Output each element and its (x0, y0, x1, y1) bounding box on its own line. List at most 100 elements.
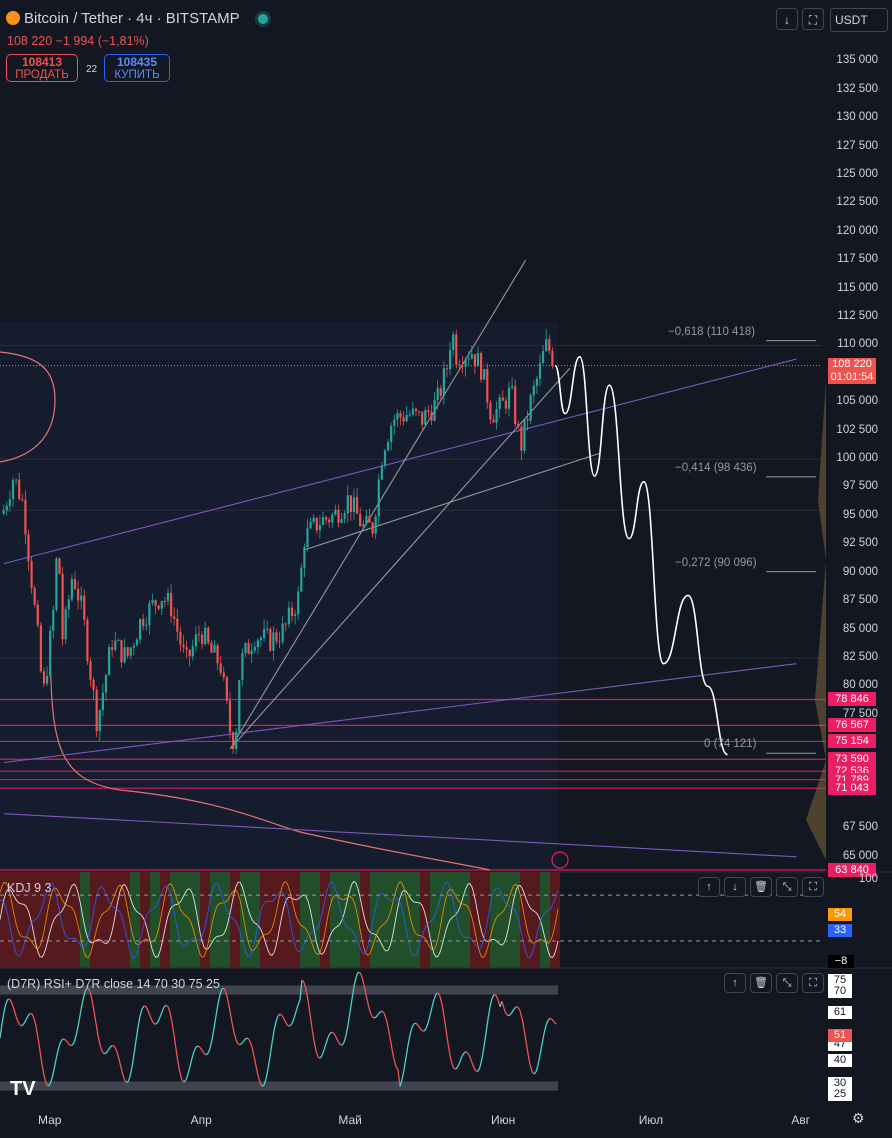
candle-body (120, 640, 123, 663)
rsi-line-segment (41, 1064, 45, 1076)
candle-body (411, 408, 414, 415)
rsi-line-segment (251, 1047, 255, 1057)
rsi-line-segment (255, 1065, 259, 1076)
candle-body (67, 599, 70, 610)
rsi-line-segment (193, 1046, 197, 1052)
rsi-line-segment (167, 1006, 171, 1013)
candle-body (18, 479, 21, 500)
rsi-line-segment (191, 1051, 195, 1059)
rsi-line-segment (385, 1018, 389, 1027)
candle-body (256, 640, 259, 648)
rsi-collapse-button[interactable]: ⤡ (776, 973, 798, 993)
candle-body (179, 631, 182, 645)
tradingview-logo-icon[interactable]: TV (10, 1078, 36, 1100)
rsi-line-segment (39, 1050, 43, 1065)
rsi-delete-button[interactable]: 🗑 (750, 973, 772, 993)
kdj-delete-button[interactable]: 🗑 (750, 877, 772, 897)
rsi-line-segment (133, 1040, 137, 1055)
candle-body (523, 418, 526, 451)
rsi-line-segment (545, 1019, 549, 1026)
candle-body (114, 640, 117, 650)
rsi-line-segment (99, 1044, 103, 1052)
candle-body (321, 517, 325, 526)
kdj-background-band (220, 872, 230, 968)
settings-icon[interactable]: ⚙ (852, 1110, 865, 1126)
candle-body (176, 618, 179, 632)
rsi-line-segment (261, 1084, 265, 1087)
rsi-maximize-button[interactable]: ⛶ (802, 973, 824, 993)
rsi-line-segment (397, 1069, 401, 1087)
kdj-line (0, 880, 559, 959)
sell-button[interactable]: 108413 ПРОДАТЬ (6, 54, 78, 82)
kdj-background-band (200, 872, 210, 968)
rsi-line-segment (375, 1014, 379, 1018)
rsi-line-segment (79, 1004, 83, 1016)
rsi-line-segment (371, 1015, 375, 1019)
candle-body (300, 567, 303, 592)
kdj-maximize-button[interactable]: ⛶ (802, 877, 824, 897)
rsi-line-segment (155, 1021, 159, 1025)
candle-body (101, 692, 104, 711)
rsi-line-segment (461, 1052, 465, 1057)
kdj-axis-label: −8 (828, 955, 854, 969)
rsi-line-segment (511, 1008, 515, 1013)
buy-button[interactable]: 108435 КУПИТЬ (104, 54, 170, 82)
rsi-line-segment (323, 1043, 327, 1051)
rsi-line-segment (473, 1067, 477, 1072)
kdj-move-up-button[interactable]: ↑ (698, 877, 720, 897)
price-axis-label: 92 500 (842, 537, 878, 550)
rsi-line-segment (353, 977, 357, 987)
rsi-line-segment (129, 1067, 133, 1077)
candle-body (334, 509, 337, 515)
kdj-value-tag: 33 (828, 924, 852, 938)
rsi-line-segment (187, 1066, 191, 1075)
kdj-background-band (320, 872, 330, 968)
fib-level-label: −0,272 (90 096) (675, 556, 757, 569)
kdj-background-band (160, 872, 170, 968)
rsi-line-segment (497, 999, 501, 1008)
rsi-line-segment (219, 988, 223, 995)
rsi-line-segment (477, 1066, 481, 1072)
price-change: 108 220 −1 994 (−1,81%) (7, 34, 149, 48)
candle-body (207, 627, 210, 643)
volume-profile-curve (0, 351, 56, 463)
candle-body (526, 418, 529, 421)
price-axis-label: 130 000 (836, 111, 878, 124)
rsi-line-segment (345, 1025, 349, 1036)
symbol-title[interactable]: Bitcoin / Tether · 4ч · BITSTAMP (6, 10, 268, 27)
kdj-background-band (410, 872, 420, 968)
rsi-line-segment (407, 1034, 411, 1046)
download-button[interactable]: ↓ (776, 8, 798, 30)
last-price-tag: 108 220 01:01:54 (828, 357, 876, 384)
rsi-line-segment (359, 972, 363, 978)
rsi-line-segment (543, 1025, 547, 1034)
rsi-line-segment (157, 1016, 161, 1023)
candle-body (98, 710, 101, 731)
candle-body (315, 517, 318, 531)
kdj-background-band (430, 872, 440, 968)
rsi-line-segment (221, 987, 225, 990)
kdj-move-down-button[interactable]: ↓ (724, 877, 746, 897)
rsi-line-segment (97, 1035, 101, 1046)
candle-body (297, 591, 300, 615)
candle-body (225, 677, 228, 701)
buy-label: КУПИТЬ (114, 69, 160, 81)
currency-select[interactable]: USDT (830, 8, 888, 32)
rsi-move-up-button[interactable]: ↑ (724, 973, 746, 993)
rsi-line-segment (95, 1023, 99, 1036)
rsi-line-segment (33, 1017, 37, 1027)
rsi-line-segment (117, 1055, 121, 1064)
rsi-line-segment (471, 1062, 475, 1069)
rsi-axis-label: 30 (828, 1076, 852, 1090)
fullscreen-button[interactable]: ⛶ (802, 8, 824, 30)
price-axis-label: 65 000 (842, 849, 878, 862)
candle-body (479, 353, 483, 380)
rsi-line-segment (489, 998, 493, 1008)
rsi-line-segment (53, 1059, 57, 1070)
rsi-line-segment (237, 1043, 241, 1046)
candle-body (464, 359, 467, 367)
rsi-line-segment (31, 1013, 35, 1019)
kdj-collapse-button[interactable]: ⤡ (776, 877, 798, 897)
kdj-background-band (120, 872, 130, 968)
